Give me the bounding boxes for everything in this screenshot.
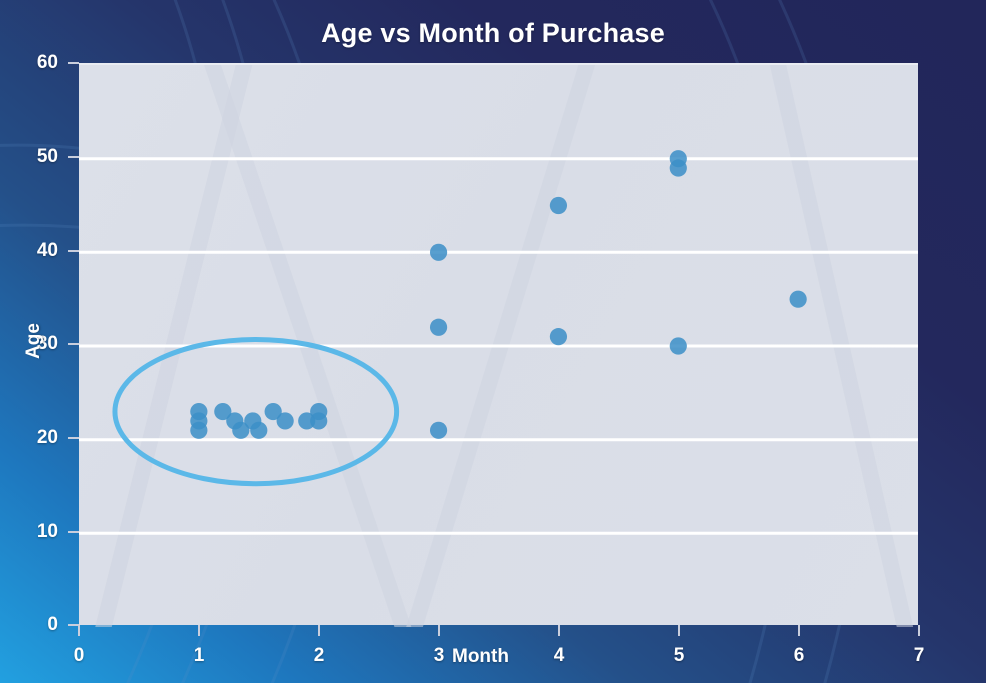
x-tick-mark — [798, 625, 800, 636]
data-point[interactable] — [429, 421, 448, 439]
x-tick-label: 6 — [793, 645, 805, 666]
data-point[interactable] — [250, 421, 268, 439]
x-axis-title: Month — [452, 646, 509, 667]
x-tick-mark — [678, 625, 680, 636]
y-tick-label: 20 — [36, 427, 58, 448]
y-tick-label: 10 — [36, 521, 58, 542]
x-tick-mark — [78, 625, 80, 636]
data-point[interactable] — [429, 318, 448, 336]
data-point[interactable] — [214, 402, 232, 421]
y-tick-label: 50 — [36, 146, 58, 167]
data-point[interactable] — [264, 402, 282, 421]
y-tick-label: 60 — [36, 52, 58, 73]
data-point[interactable] — [549, 328, 568, 346]
data-point[interactable] — [669, 159, 687, 177]
x-tick-label: 0 — [73, 645, 85, 666]
y-tick-mark — [68, 531, 79, 533]
x-tick-label: 7 — [913, 645, 925, 666]
x-tick-mark — [318, 625, 320, 636]
plot-svg — [79, 65, 918, 627]
plot-area — [79, 63, 918, 627]
y-tick-mark — [68, 437, 79, 439]
chart-title: Age vs Month of Purchase — [321, 18, 665, 48]
x-tick-mark — [918, 625, 920, 636]
cluster-highlight-ellipse — [112, 336, 400, 487]
y-axis-title: Age — [23, 323, 44, 359]
x-tick-mark — [438, 625, 440, 636]
annotation-layer — [112, 336, 400, 487]
gridlines — [79, 157, 918, 535]
x-tick-mark — [558, 625, 560, 636]
x-tick-label: 3 — [433, 645, 445, 666]
x-tick-label: 4 — [553, 645, 565, 666]
data-point[interactable] — [276, 412, 294, 430]
y-tick-label: 30 — [36, 333, 58, 354]
y-tick-mark — [68, 62, 79, 64]
y-tick-mark — [68, 156, 79, 158]
data-point[interactable] — [310, 412, 328, 430]
y-tick-label: 40 — [36, 240, 58, 261]
panel-texture — [95, 65, 914, 627]
data-point[interactable] — [232, 421, 250, 439]
data-point[interactable] — [429, 243, 448, 261]
x-tick-label: 2 — [313, 645, 325, 666]
y-tick-mark — [68, 343, 79, 345]
y-tick-mark — [68, 624, 79, 626]
data-point[interactable] — [190, 421, 208, 439]
x-tick-label: 5 — [673, 645, 685, 666]
y-tick-mark — [68, 250, 79, 252]
x-tick-label: 1 — [193, 645, 205, 666]
y-tick-label: 0 — [47, 614, 58, 635]
data-point[interactable] — [789, 290, 807, 308]
data-point[interactable] — [298, 412, 316, 430]
data-point[interactable] — [549, 196, 568, 215]
data-point[interactable] — [669, 337, 687, 355]
x-tick-mark — [198, 625, 200, 636]
data-point-layer — [190, 150, 807, 439]
